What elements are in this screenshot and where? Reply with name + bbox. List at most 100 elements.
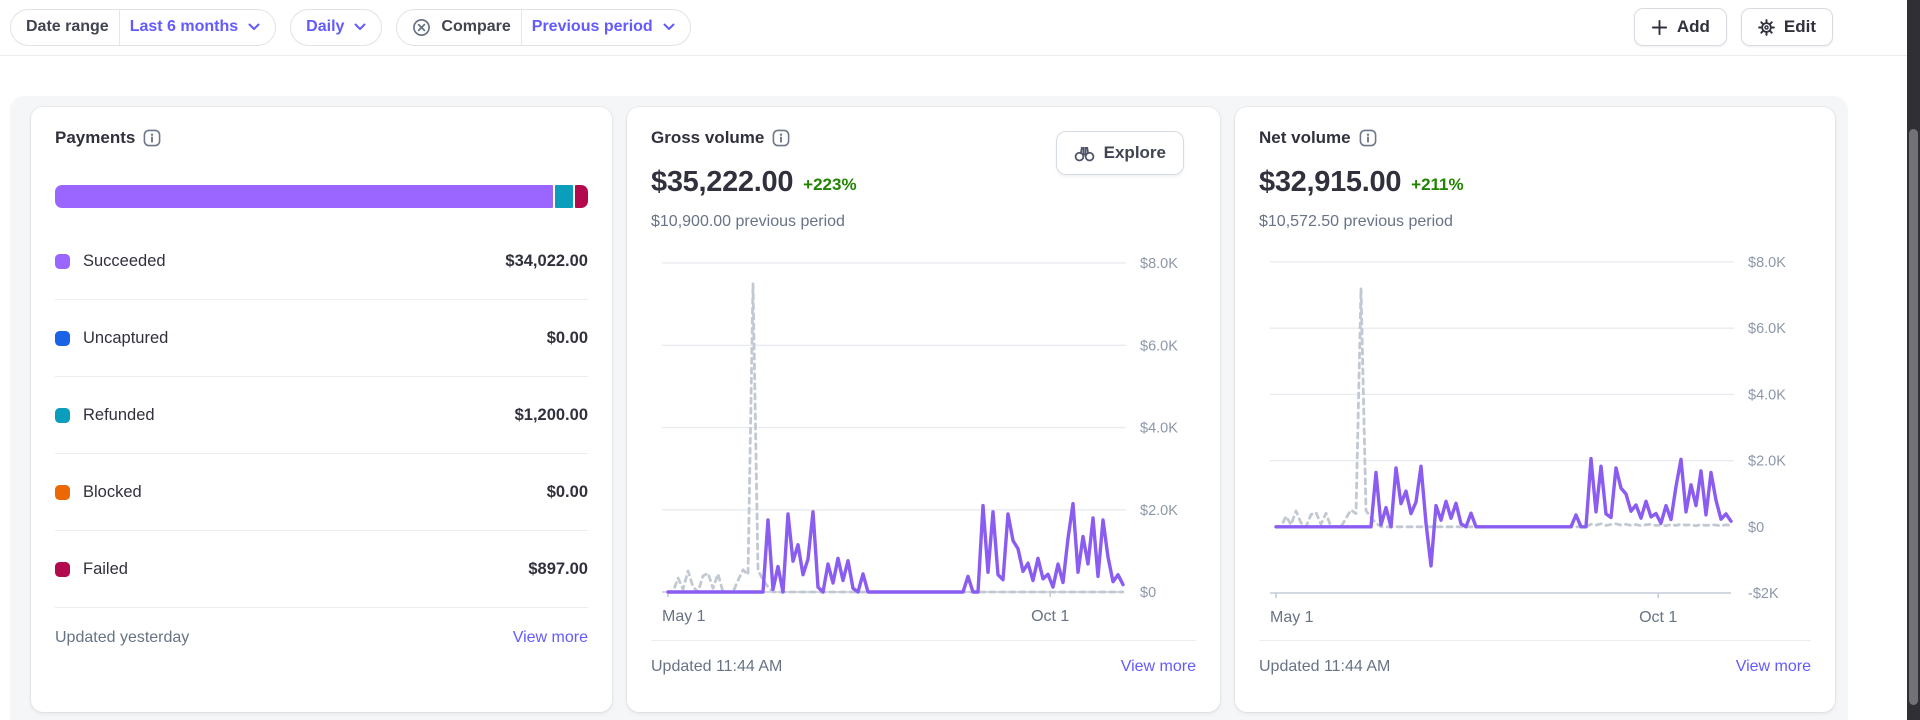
edit-button[interactable]: Edit	[1740, 8, 1833, 46]
current-period-line	[1274, 456, 1733, 568]
legend-label: Uncaptured	[83, 328, 169, 347]
legend-swatch-blocked	[55, 484, 70, 500]
net-total-row: $32,915.00 +211%	[1259, 166, 1464, 199]
net-total: $32,915.00	[1259, 166, 1402, 198]
legend-value: $1,200.00	[514, 405, 588, 424]
circle-x-icon[interactable]	[412, 18, 431, 37]
explore-button[interactable]: Explore	[1055, 131, 1184, 175]
payments-row-succeeded: Succeeded $34,022.00	[55, 223, 588, 300]
payments-view-more-link[interactable]: View more	[512, 629, 588, 646]
y-axis-label: $8.0K	[1748, 255, 1786, 271]
payments-row-failed: Failed $897.00	[55, 531, 588, 608]
filter-group: Date range Last 6 months Daily Compare P…	[10, 8, 691, 46]
gross-updated-text: Updated 11:44 AM	[651, 658, 783, 675]
y-axis-label: $4.0K	[1140, 421, 1178, 437]
toolbar: Date range Last 6 months Daily Compare P…	[10, 8, 1833, 46]
pill-divider	[520, 9, 522, 45]
legend-value: $897.00	[528, 559, 588, 578]
legend-swatch-succeeded	[55, 253, 70, 269]
add-button-label: Add	[1676, 17, 1710, 36]
y-axis-label: $2.0K	[1140, 503, 1178, 519]
gross-volume-card: Gross volume Explore $35,222.00 +223% $1…	[627, 107, 1220, 712]
net-updated-text: Updated 11:44 AM	[1259, 658, 1391, 675]
x-axis-label: Oct 1	[1639, 609, 1677, 626]
gross-total-row: $35,222.00 +223%	[651, 166, 857, 199]
gear-icon	[1758, 18, 1775, 36]
info-icon[interactable]	[1359, 129, 1377, 147]
legend-label: Refunded	[83, 405, 155, 424]
y-axis-label: $0	[1748, 520, 1764, 536]
date-range-value: Last 6 months	[129, 18, 239, 35]
legend-label: Succeeded	[83, 251, 166, 270]
bar-segment-refunded	[555, 185, 573, 208]
current-period-line	[666, 501, 1125, 594]
gross-card-footer: Updated 11:44 AM View more	[651, 640, 1196, 676]
payments-card-title: Payments	[55, 128, 136, 147]
gross-delta-badge: +223%	[803, 175, 857, 194]
y-axis-label: $0	[1140, 585, 1156, 601]
y-axis-label: $6.0K	[1748, 321, 1786, 337]
chevron-down-icon	[248, 23, 260, 30]
bar-segment-failed	[574, 185, 589, 208]
gross-view-more-link[interactable]: View more	[1120, 658, 1196, 675]
compare-value: Previous period	[531, 18, 653, 35]
gross-total: $35,222.00	[651, 166, 794, 198]
legend-value: $34,022.00	[505, 251, 588, 270]
chevron-down-icon	[354, 23, 366, 30]
gross-card-header: Gross volume	[651, 128, 790, 148]
gross-previous-period: $10,900.00 previous period	[651, 213, 845, 230]
date-range-filter[interactable]: Date range Last 6 months	[10, 8, 277, 46]
y-axis-label: $4.0K	[1748, 387, 1786, 403]
granularity-value: Daily	[306, 18, 345, 35]
chevron-down-icon	[663, 23, 675, 30]
x-axis-label: May 1	[1270, 609, 1314, 626]
payments-updated-text: Updated yesterday	[55, 629, 190, 646]
legend-label: Failed	[83, 559, 128, 578]
add-button[interactable]: Add	[1633, 8, 1727, 46]
payments-card-footer: Updated yesterday View more	[55, 607, 588, 647]
toolbar-actions: Add Edit	[1633, 8, 1833, 46]
payments-card: Payments Succeeded $34,022.00 Uncaptured $0…	[31, 107, 612, 712]
payments-row-uncaptured: Uncaptured $0.00	[55, 300, 588, 377]
plus-icon	[1651, 19, 1667, 35]
info-icon[interactable]	[143, 129, 161, 147]
net-volume-chart: $8.0K $6.0K $4.0K $2.0K $0 -$2K May 1 Oct 1	[1270, 255, 1786, 626]
binoculars-icon	[1074, 146, 1094, 161]
compare-filter[interactable]: Compare Previous period	[396, 8, 691, 46]
explore-button-label: Explore	[1103, 143, 1166, 162]
x-axis-label: May 1	[662, 608, 706, 625]
net-previous-period: $10,572.50 previous period	[1259, 213, 1453, 230]
gross-card-title: Gross volume	[651, 128, 765, 147]
gross-volume-chart: $8.0K $6.0K $4.0K $2.0K $0 May 1 Oct 1	[662, 256, 1178, 625]
net-card-footer: Updated 11:44 AM View more	[1259, 640, 1811, 676]
net-volume-card: Net volume $32,915.00 +211% $10,572.50 p…	[1235, 107, 1835, 712]
legend-value: $0.00	[546, 328, 588, 347]
x-axis-label: Oct 1	[1031, 608, 1069, 625]
net-card-header: Net volume	[1259, 128, 1377, 148]
toolbar-divider	[0, 55, 1920, 56]
payments-card-header: Payments	[55, 128, 161, 148]
net-card-title: Net volume	[1259, 128, 1351, 147]
payments-row-blocked: Blocked $0.00	[55, 454, 588, 531]
net-view-more-link[interactable]: View more	[1735, 658, 1811, 675]
y-axis-label: $6.0K	[1140, 338, 1178, 354]
bar-segment-succeeded	[55, 185, 554, 208]
granularity-filter[interactable]: Daily	[290, 8, 383, 46]
legend-label: Blocked	[83, 482, 142, 501]
legend-swatch-refunded	[55, 407, 70, 423]
net-delta-badge: +211%	[1411, 175, 1464, 194]
y-axis-label: $2.0K	[1748, 454, 1786, 470]
previous-period-line	[666, 282, 1125, 594]
payments-legend: Succeeded $34,022.00 Uncaptured $0.00 Refund…	[55, 223, 588, 608]
info-icon[interactable]	[772, 129, 790, 147]
legend-value: $0.00	[546, 482, 588, 501]
y-axis-label: $8.0K	[1140, 256, 1178, 272]
payments-row-refunded: Refunded $1,200.00	[55, 377, 588, 454]
payments-stacked-bar	[55, 185, 589, 208]
y-axis-label: -$2K	[1748, 586, 1779, 602]
legend-swatch-failed	[55, 561, 70, 577]
legend-swatch-uncaptured	[55, 330, 70, 346]
compare-label: Compare	[441, 18, 511, 35]
scrollbar-track	[1907, 0, 1920, 720]
scrollbar-thumb[interactable]	[1909, 129, 1918, 705]
